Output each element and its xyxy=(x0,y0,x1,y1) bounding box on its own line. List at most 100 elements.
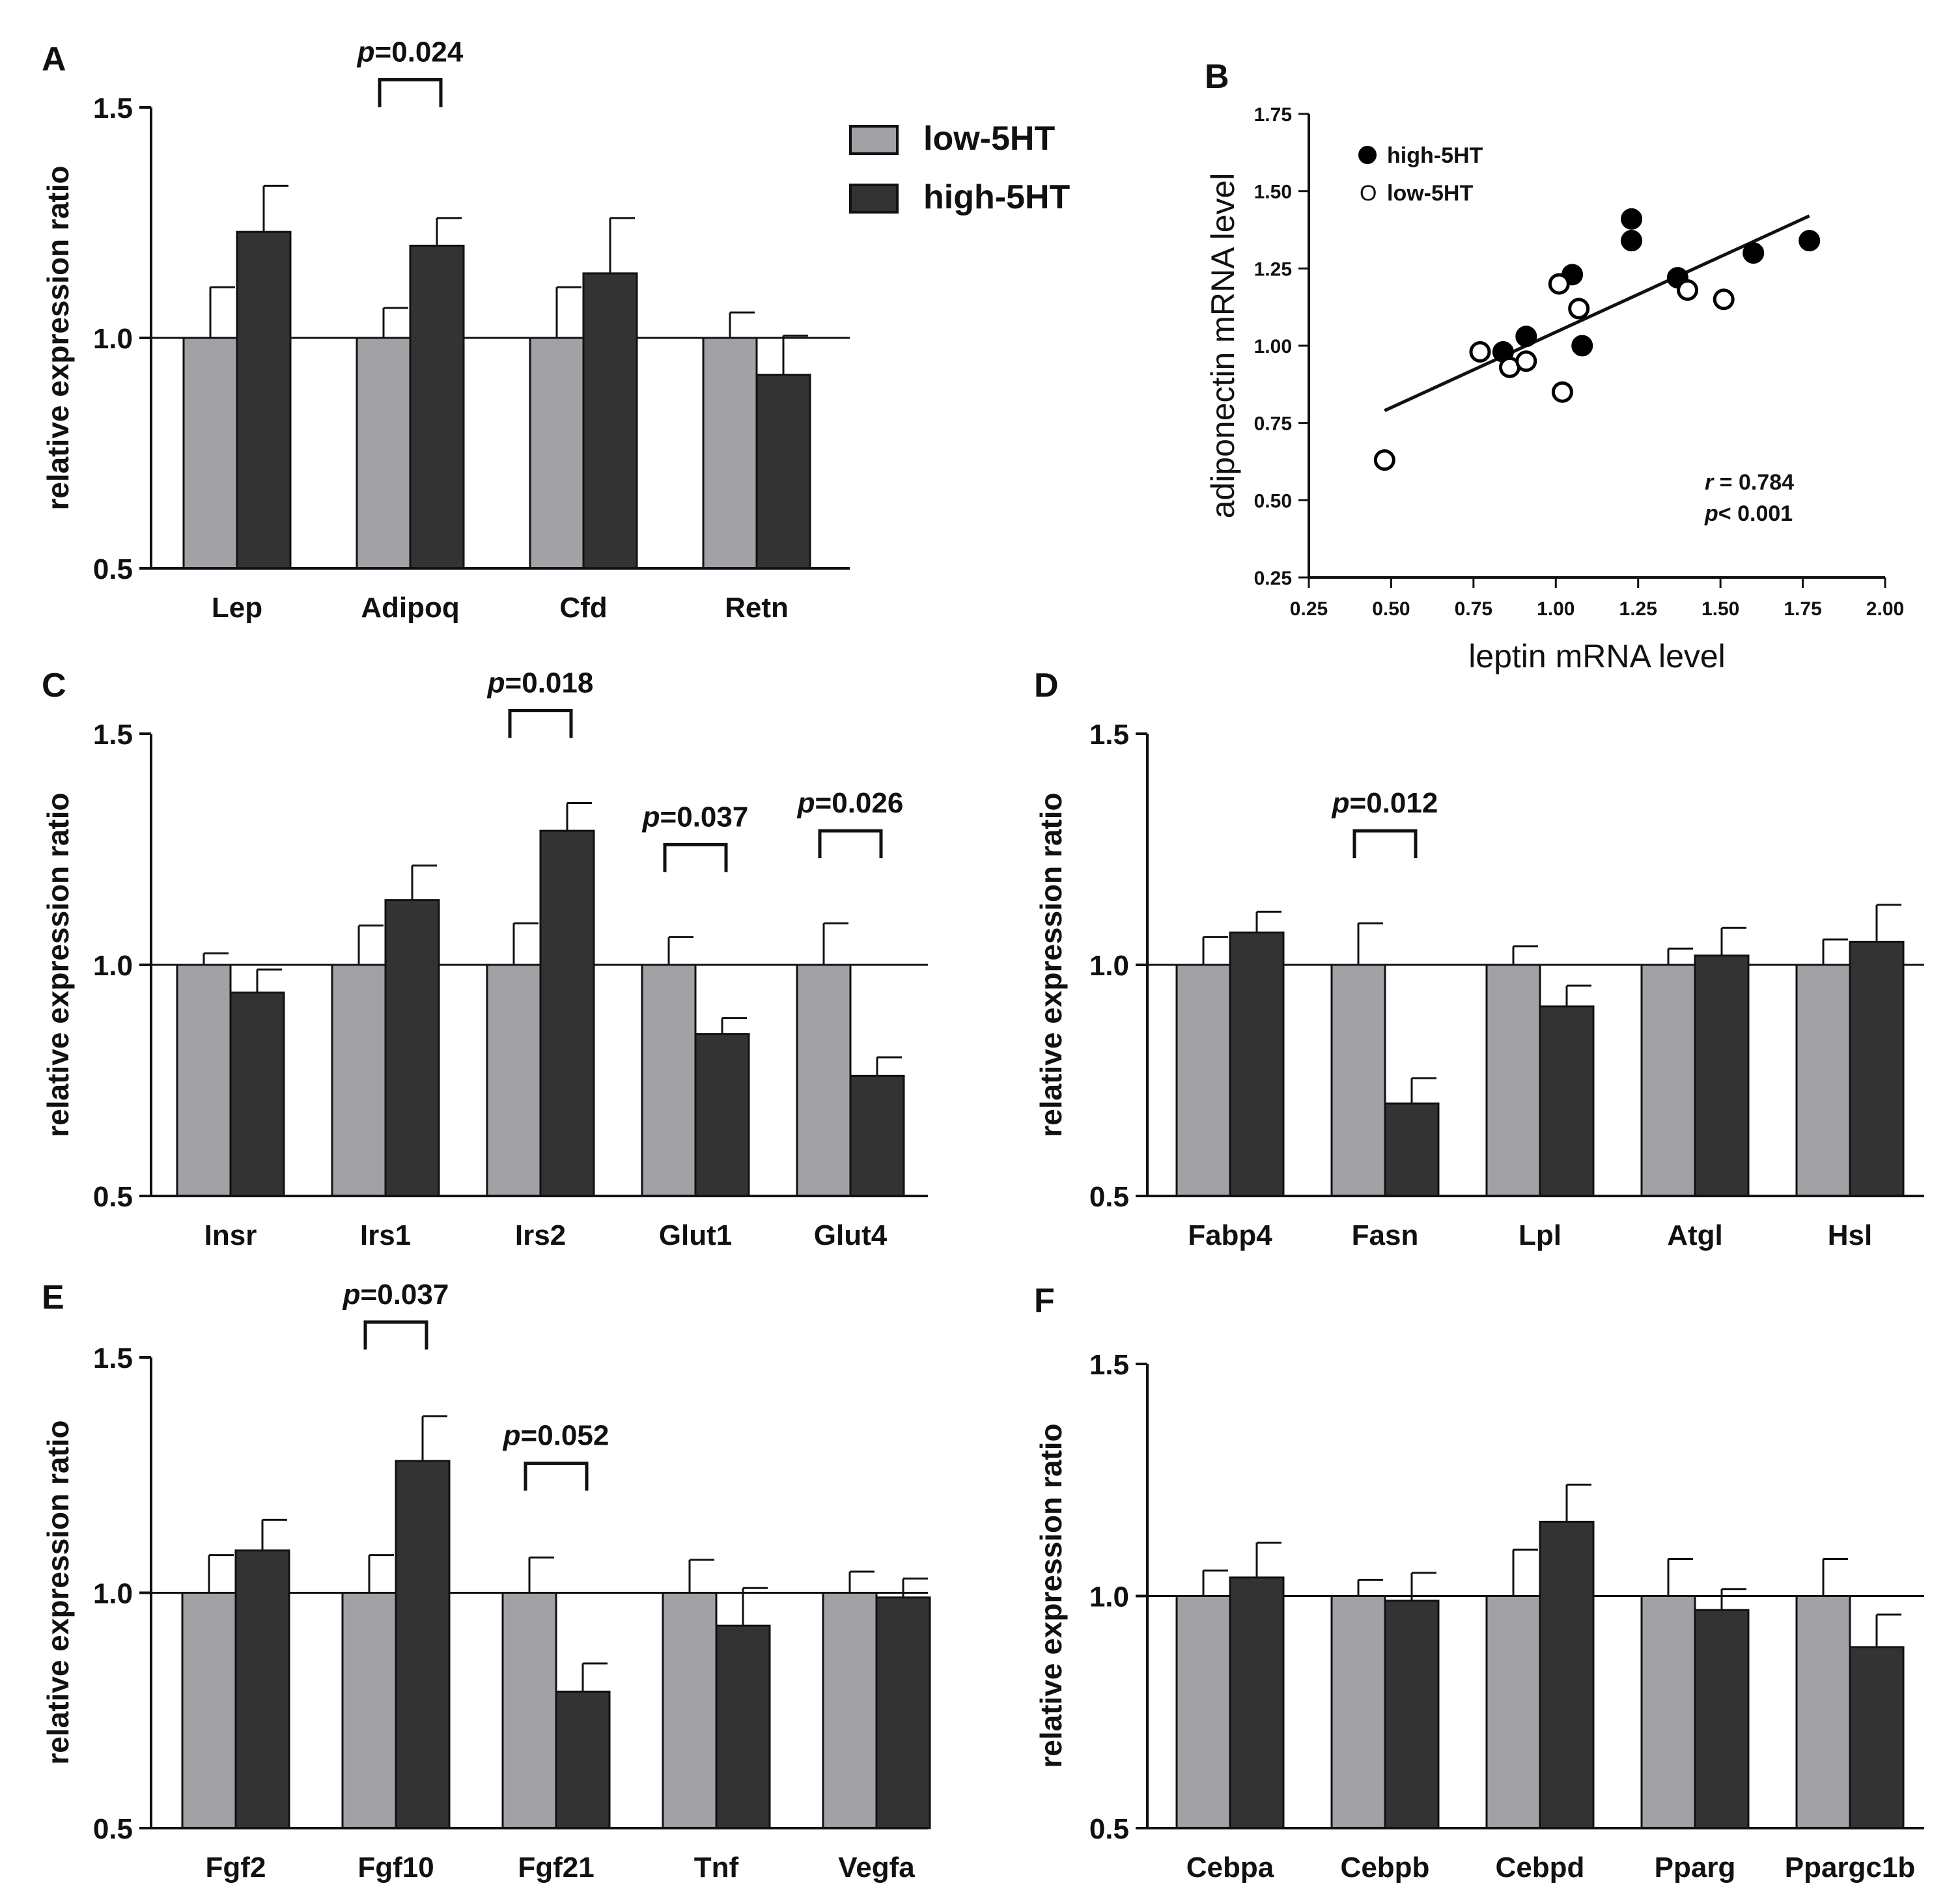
legend-swatch-high xyxy=(849,184,899,214)
panel-letter-b: B xyxy=(1205,58,1229,96)
panel-letter-a: A xyxy=(42,40,66,78)
bar-high-retn xyxy=(755,374,811,570)
y-tick-label: 1.5 xyxy=(93,719,133,751)
bar-high-adipoq xyxy=(409,244,465,570)
bar-high-cebpd xyxy=(1539,1520,1595,1829)
bar-high-vegfa xyxy=(875,1596,931,1829)
bar-low-hsl xyxy=(1795,964,1851,1197)
p-value: =0.037 xyxy=(660,801,749,833)
x-tick-label-fgf2: Fgf2 xyxy=(206,1852,266,1883)
legend-label-low: low-5HT xyxy=(1387,181,1473,206)
scatter-point-high xyxy=(1621,230,1643,252)
bar-low-pparg xyxy=(1640,1595,1696,1829)
y-axis-label: relative expression ratio xyxy=(1034,1423,1068,1768)
bar-low-cebpa xyxy=(1175,1595,1231,1829)
bar-high-glut1 xyxy=(694,1033,750,1197)
legend-label-high: high-5HT xyxy=(1387,143,1483,168)
scatter-point-low xyxy=(1568,298,1590,320)
bar-low-ppargc1b xyxy=(1795,1595,1851,1829)
scatter-point-low xyxy=(1548,273,1570,295)
bar-low-cebpd xyxy=(1485,1595,1541,1829)
scatter-point-high xyxy=(1621,208,1643,230)
y-axis-label: relative expression ratio xyxy=(41,1420,75,1764)
bar-low-fabp4 xyxy=(1175,964,1231,1197)
bar-low-retn xyxy=(702,337,758,570)
x-tick-label-irs1: Irs1 xyxy=(360,1219,411,1251)
scatter-point-low xyxy=(1469,340,1491,363)
x-tick-label-lep: Lep xyxy=(212,592,262,624)
x-tick-label-cebpb: Cebpb xyxy=(1341,1852,1430,1883)
bar-high-pparg xyxy=(1694,1609,1750,1829)
bar-low-glut1 xyxy=(641,964,697,1197)
bar-chart-c: Insr Irs1 Irs2 Glut1 Glut4 0.5 1.0 1.5 relative … xyxy=(41,667,928,1251)
p-value-label: p=0.012 xyxy=(1332,787,1438,819)
x-tick-label-pparg: Pparg xyxy=(1655,1852,1736,1883)
y-tick-label: 0.5 xyxy=(1089,1181,1129,1213)
y-tick-label: 1.0 xyxy=(1089,950,1129,982)
y-tick-label: 1.00 xyxy=(1254,336,1292,357)
bar-low-irs2 xyxy=(486,964,542,1197)
legend-marker-high xyxy=(1358,146,1377,164)
correlation-r: r = 0.784 xyxy=(1705,470,1794,495)
bar-high-fgf2 xyxy=(234,1549,290,1829)
y-tick-label: 1.5 xyxy=(93,1342,133,1374)
y-tick-label: 0.5 xyxy=(93,1813,133,1845)
panel-letter-d: D xyxy=(1034,667,1059,704)
bar-high-atgl xyxy=(1694,954,1750,1197)
bar-high-cfd xyxy=(582,272,638,570)
x-tick-label-fgf21: Fgf21 xyxy=(518,1852,594,1883)
y-axis-label: relative expression ratio xyxy=(41,165,75,510)
y-tick-label: 0.75 xyxy=(1254,413,1292,435)
x-tick-label: 1.00 xyxy=(1537,598,1575,620)
bar-high-glut4 xyxy=(849,1074,905,1197)
p-symbol: p xyxy=(487,667,505,699)
y-tick-label: 1.0 xyxy=(1089,1581,1129,1613)
y-tick-label: 1.25 xyxy=(1254,258,1292,280)
bar-high-ppargc1b xyxy=(1849,1646,1905,1829)
p-value-label: p=0.018 xyxy=(487,667,594,699)
panel-letter-f: F xyxy=(1034,1282,1055,1320)
y-tick-label: 1.5 xyxy=(1089,1349,1129,1381)
significance-bracket xyxy=(508,709,573,738)
y-tick-label: 1.50 xyxy=(1254,182,1292,203)
x-tick-label-glut1: Glut1 xyxy=(659,1219,732,1251)
bar-high-cebpb xyxy=(1384,1600,1440,1829)
x-tick-label-fabp4: Fabp4 xyxy=(1188,1219,1272,1251)
p-value-label: p=0.024 xyxy=(357,36,464,68)
x-tick-label-ppargc1b: Ppargc1b xyxy=(1785,1852,1916,1883)
bar-low-cebpb xyxy=(1330,1595,1386,1829)
legend-swatch-low xyxy=(849,125,899,155)
y-tick-label: 0.5 xyxy=(93,553,133,585)
scatter-point-low xyxy=(1373,449,1395,471)
p-value: =0.037 xyxy=(361,1279,449,1311)
panel-letter-c: C xyxy=(42,667,66,704)
bar-low-lep xyxy=(182,337,238,570)
bar-low-fgf2 xyxy=(181,1592,237,1829)
significance-bracket xyxy=(524,1462,589,1491)
y-tick-label: 1.5 xyxy=(1089,719,1129,751)
y-tick-label: 1.5 xyxy=(93,92,133,124)
significance-bracket xyxy=(818,829,883,859)
bar-low-vegfa xyxy=(822,1592,878,1829)
y-tick-label: 1.0 xyxy=(93,323,133,355)
significance-bracket xyxy=(663,842,728,872)
bar-low-fasn xyxy=(1330,964,1386,1197)
bar-low-tnf xyxy=(662,1592,718,1829)
regression-line xyxy=(1384,214,1810,412)
scatter-point-high xyxy=(1799,230,1821,252)
bar-chart-a: Lep Adipoq Cfd Retn 0.5 1.0 1.5 relative expres… xyxy=(41,36,850,624)
r-symbol: r xyxy=(1705,470,1715,495)
y-tick-label: 1.0 xyxy=(93,1578,133,1610)
bar-chart-f: Cebpa Cebpb Cebpd Pparg Ppargc1b 0.5 1.0 1.5 rel… xyxy=(1034,1349,1924,1883)
y-tick-label: 1.0 xyxy=(93,950,133,982)
bar-high-hsl xyxy=(1849,941,1905,1197)
legend-label-high: high-5HT xyxy=(923,178,1071,216)
scatter-point-low xyxy=(1677,279,1699,301)
bar-high-insr xyxy=(229,992,285,1197)
bar-chart-e: Fgf2 Fgf10 Fgf21 Tnf Vegfa 0.5 1.0 1.5 relative … xyxy=(41,1279,931,1883)
significance-bracket xyxy=(378,78,443,107)
scatter-chart-b: 0.25 0.50 0.75 1.00 1.25 1.50 1.75 0.25 0.50 0.75… xyxy=(1205,104,1904,674)
y-axis-label: relative expression ratio xyxy=(1034,792,1068,1137)
x-tick-label: 2.00 xyxy=(1866,598,1904,620)
